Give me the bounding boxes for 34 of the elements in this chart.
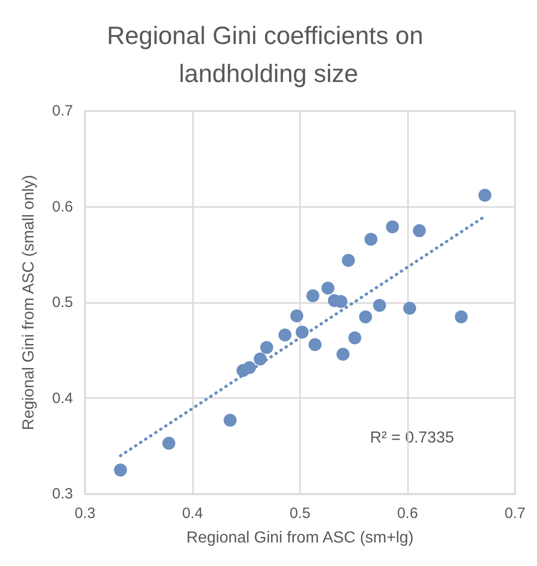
point bbox=[373, 298, 386, 312]
point bbox=[308, 338, 322, 352]
chart-title: Regional Gini coefficients on landholding size bbox=[106, 22, 430, 88]
point bbox=[224, 414, 237, 427]
point bbox=[348, 331, 362, 344]
y-axis-title: Regional Gini from ASC (small only) bbox=[20, 174, 38, 430]
y-tick-label: 0.7 bbox=[52, 102, 73, 120]
x-tick-label: 0.4 bbox=[182, 505, 203, 522]
point bbox=[321, 282, 334, 295]
annotation: R² = 0.7335 bbox=[370, 430, 454, 446]
point bbox=[478, 188, 492, 202]
point bbox=[364, 232, 378, 246]
point bbox=[114, 464, 127, 477]
point bbox=[342, 254, 355, 267]
point bbox=[290, 309, 304, 322]
x-axis-title: Regional Gini from ASC (sm+lg) bbox=[186, 530, 414, 546]
point bbox=[403, 302, 416, 315]
point bbox=[306, 289, 320, 302]
x-tick-label: 0.7 bbox=[504, 505, 526, 522]
point bbox=[162, 436, 176, 450]
point bbox=[336, 348, 350, 361]
point bbox=[454, 310, 468, 324]
point bbox=[386, 220, 399, 234]
point bbox=[412, 224, 426, 238]
y-tick-label: 0.3 bbox=[52, 486, 73, 502]
x-tick-label: 0.3 bbox=[74, 505, 96, 522]
y-tick-label: 0.4 bbox=[52, 390, 73, 407]
point bbox=[278, 328, 292, 342]
y-tick-label: 0.6 bbox=[52, 198, 73, 216]
x-tick-label: 0.6 bbox=[397, 505, 418, 522]
x-tick-label: 0.5 bbox=[290, 505, 310, 522]
point bbox=[359, 310, 372, 324]
point bbox=[260, 341, 274, 354]
y-tick-label: 0.5 bbox=[52, 294, 73, 311]
